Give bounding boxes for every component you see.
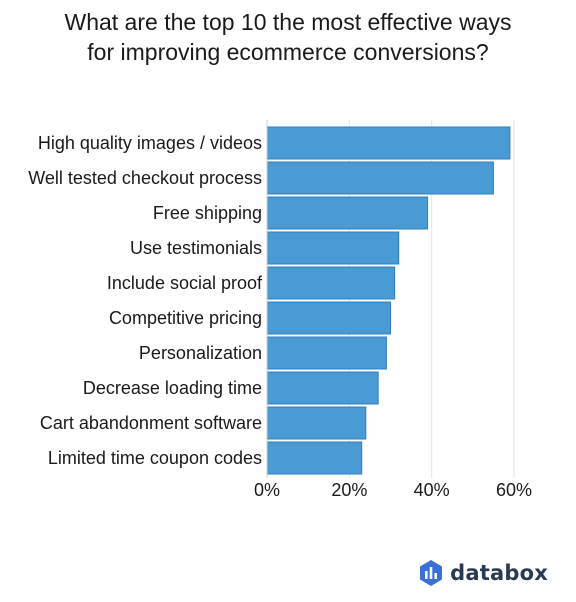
chart-title-line-1: What are the top 10 the most effective w…	[64, 9, 512, 35]
bar	[266, 301, 391, 335]
brand-name: databox	[450, 561, 548, 585]
x-tick-label: 20%	[331, 480, 367, 500]
bar	[266, 161, 494, 195]
bar	[266, 441, 363, 475]
category-label: Well tested checkout process	[28, 168, 262, 188]
bar	[266, 406, 367, 440]
bar	[266, 231, 400, 265]
x-tick-label: 60%	[496, 480, 532, 500]
category-label: Cart abandonment software	[40, 413, 262, 433]
category-label: High quality images / videos	[38, 133, 262, 153]
category-label: Personalization	[139, 343, 262, 363]
category-label: Decrease loading time	[83, 378, 262, 398]
bar	[266, 371, 379, 405]
category-label: Use testimonials	[130, 238, 262, 258]
bar	[266, 336, 387, 370]
category-label: Free shipping	[153, 203, 262, 223]
category-label: Limited time coupon codes	[48, 448, 262, 468]
brand-logo: databox	[420, 558, 548, 588]
bar	[266, 126, 511, 160]
databox-logo-icon	[420, 560, 443, 586]
bar	[266, 196, 429, 230]
bar	[266, 266, 396, 300]
category-label: Competitive pricing	[109, 308, 262, 328]
chart-title-line-2: for improving ecommerce conversions?	[87, 39, 489, 65]
category-label: Include social proof	[107, 273, 263, 293]
x-tick-label: 40%	[414, 480, 450, 500]
x-tick-label: 0%	[254, 480, 280, 500]
